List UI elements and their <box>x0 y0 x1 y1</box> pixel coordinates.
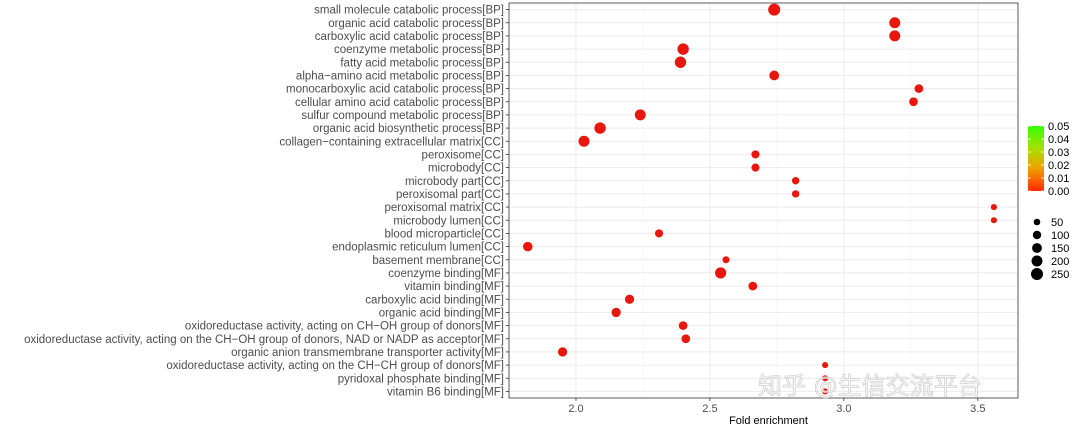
y-tick-label: oxidoreductase activity, acting on the C… <box>166 360 504 372</box>
size-legend-dot <box>1030 267 1044 281</box>
data-point <box>751 150 760 159</box>
x-tick-label: 3.5 <box>970 403 985 415</box>
data-point <box>822 388 829 395</box>
y-tick-label: cellular amino acid catabolic process[BP… <box>295 97 504 109</box>
data-point <box>748 281 758 291</box>
y-tick-label: fatty acid metabolic process[BP] <box>340 57 504 69</box>
data-point <box>914 84 924 93</box>
y-tick-label: peroxisomal part[CC] <box>396 189 504 201</box>
plot-panel <box>508 2 1019 399</box>
data-point <box>769 70 780 81</box>
y-tick-label: carboxylic acid catabolic process[BP] <box>315 31 504 43</box>
y-tick-label: microbody[CC] <box>428 163 504 175</box>
watermark-text: 知乎 @生信交流平台 <box>758 372 982 400</box>
data-point <box>681 334 691 344</box>
x-axis-title: Fold enrichment <box>729 415 808 427</box>
data-point <box>522 241 533 252</box>
size-legend-dot <box>1031 255 1043 267</box>
p-value-color-legend: 0.050.040.030.020.010.00 <box>1028 121 1069 198</box>
y-tick-label: alpha−amino acid metabolic process[BP] <box>296 70 504 82</box>
size-legend-dot <box>1033 218 1041 226</box>
size-legend-label: 150 <box>1051 243 1069 255</box>
gridlines <box>508 3 1018 398</box>
x-tick-label: 2.0 <box>568 403 583 415</box>
data-point <box>990 217 997 224</box>
data-point <box>822 375 829 382</box>
y-tick-label: pyridoxal phosphate binding[MF] <box>338 373 504 385</box>
x-axis: 2.0 2.5 3.0 3.5 <box>568 398 985 415</box>
data-points <box>522 3 997 395</box>
color-legend-label: 0.00 <box>1048 186 1069 198</box>
y-axis: small molecule catabolic process[BP]orga… <box>24 5 509 398</box>
y-tick-label: basement membrane[CC] <box>372 255 504 267</box>
y-tick-label: vitamin binding[MF] <box>404 281 504 293</box>
y-tick-label: peroxisome[CC] <box>422 149 504 161</box>
y-tick-label: organic acid biosynthetic process[BP] <box>313 123 504 135</box>
y-tick-label: collagen−containing extracellular matrix… <box>279 136 504 148</box>
y-tick-label: organic anion transmembrane transporter … <box>231 347 504 359</box>
x-tick-label: 2.5 <box>702 403 717 415</box>
data-point <box>557 347 568 357</box>
color-legend-label: 0.02 <box>1048 160 1069 172</box>
size-legend-label: 50 <box>1051 217 1063 229</box>
color-legend-label: 0.04 <box>1048 134 1069 146</box>
data-point <box>990 204 997 211</box>
y-tick-label: oxidoreductase activity, acting on the C… <box>24 334 504 346</box>
size-legend-dot <box>1032 243 1042 253</box>
data-point <box>624 294 635 304</box>
data-point <box>751 163 760 172</box>
y-tick-label: sulfur compound metabolic process[BP] <box>301 110 504 122</box>
y-tick-label: peroxisomal matrix[CC] <box>385 202 505 214</box>
y-tick-label: microbody part[CC] <box>405 176 504 188</box>
y-tick-label: monocarboxylic acid catabolic process[BP… <box>286 84 504 96</box>
color-bar <box>1028 126 1044 191</box>
data-point <box>678 321 688 330</box>
data-point <box>611 307 621 318</box>
data-point <box>578 135 590 147</box>
data-point <box>768 3 781 16</box>
data-point <box>889 30 901 42</box>
data-point <box>594 122 606 134</box>
size-legend-label: 250 <box>1051 269 1069 281</box>
data-point <box>722 256 730 264</box>
data-point <box>677 43 689 55</box>
data-point <box>654 229 664 238</box>
y-tick-label: blood microparticle[CC] <box>384 228 504 240</box>
y-tick-label: vitamin B6 binding[MF] <box>387 386 504 398</box>
data-point <box>909 97 918 107</box>
data-point <box>791 190 800 198</box>
y-tick-label: microbody lumen[CC] <box>393 215 504 227</box>
x-tick-label: 3.0 <box>836 403 851 415</box>
data-point <box>715 267 727 279</box>
data-point <box>822 362 829 369</box>
y-tick-label: coenzyme binding[MF] <box>388 268 504 280</box>
data-point <box>674 56 687 68</box>
data-point <box>889 17 901 29</box>
color-legend-label: 0.01 <box>1048 173 1069 185</box>
color-legend-label: 0.03 <box>1048 147 1069 159</box>
y-tick-label: carboxylic acid binding[MF] <box>365 294 504 306</box>
y-tick-label: coenzyme metabolic process[BP] <box>334 44 504 56</box>
size-legend-dot <box>1032 230 1042 240</box>
size-legend-label: 200 <box>1051 256 1069 268</box>
data-point <box>791 177 800 185</box>
y-tick-label: endoplasmic reticulum lumen[CC] <box>332 242 504 254</box>
y-tick-label: organic acid binding[MF] <box>379 307 504 319</box>
y-tick-label: organic acid catabolic process[BP] <box>328 18 504 30</box>
color-legend-label: 0.05 <box>1048 121 1069 133</box>
y-tick-label: oxidoreductase activity, acting on CH−OH… <box>185 321 504 333</box>
y-tick-label: small molecule catabolic process[BP] <box>314 5 504 17</box>
data-point <box>634 109 646 121</box>
size-legend-label: 100 <box>1051 230 1069 242</box>
